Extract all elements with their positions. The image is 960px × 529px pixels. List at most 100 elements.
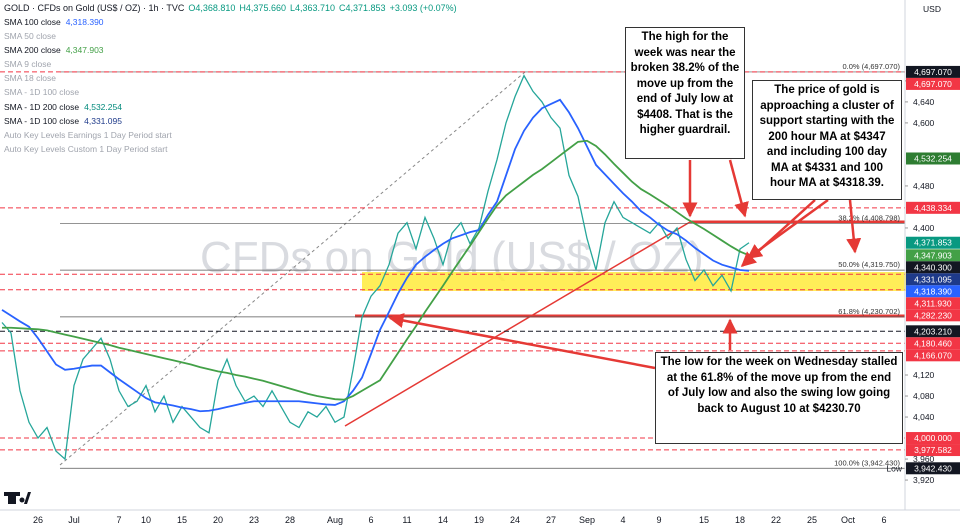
x-tick-label: 4: [620, 515, 625, 525]
price-badge-label: 4,180.460: [914, 338, 952, 348]
price-badge: [906, 325, 960, 338]
y-tick-label: 4,120: [913, 370, 935, 380]
price-badge-label: 4,318.390: [914, 286, 952, 296]
x-tick-label: Aug: [327, 515, 343, 525]
ohlc-value: L4,363.710: [289, 3, 336, 13]
ohlc-value: H4,375.660: [239, 3, 286, 13]
fib-label: 38.2% (4,408.798): [838, 213, 900, 222]
support-zone: [362, 272, 910, 291]
x-tick-label: Jul: [68, 515, 80, 525]
price-badge-label: 3,977.582: [914, 445, 952, 455]
fib-label: 61.8% (4,230.702): [838, 307, 900, 316]
price-badge: [906, 462, 960, 475]
x-tick-label: 11: [402, 515, 411, 525]
trendline: [344, 221, 691, 427]
price-badge: [906, 201, 960, 214]
price-badge: [906, 349, 960, 362]
legend-name: SMA - 1D 100 close: [4, 87, 80, 98]
legend-entry: Auto Key Levels Custom 1 Day Period star…: [4, 142, 172, 156]
legend-entry: SMA - 1D 200 close 4,532.254: [4, 100, 172, 114]
legend-name: Auto Key Levels Custom 1 Day Period star…: [4, 143, 168, 154]
price-badge-label: 3,942.430: [914, 463, 952, 473]
x-tick-label: 9: [656, 515, 661, 525]
price-badge-label: 4,282.230: [914, 310, 952, 320]
legend-entry: Auto Key Levels Earnings 1 Day Period st…: [4, 128, 172, 142]
legend-entry: SMA 9 close: [4, 57, 172, 71]
legend-entry: SMA 200 close 4,347.903: [4, 43, 172, 57]
x-tick-label: Oct: [841, 515, 856, 525]
legend-entry: SMA 100 close 4,318.390: [4, 15, 172, 29]
price-badge-label: 4,371.853: [914, 238, 952, 248]
ohlc-value: C4,371.853: [339, 3, 386, 13]
x-tick-label: 14: [438, 515, 448, 525]
legend-name: Auto Key Levels Earnings 1 Day Period st…: [4, 129, 172, 140]
price-badge: [906, 444, 960, 457]
x-tick-label: 28: [285, 515, 295, 525]
legend-entry: SMA 50 close: [4, 29, 172, 43]
price-badge-label: 4,347.903: [914, 250, 952, 260]
y-tick-label: 4,040: [913, 412, 935, 422]
x-tick-label: 20: [213, 515, 223, 525]
price-line: [1, 74, 750, 461]
y-tick-label: 4,600: [913, 118, 935, 128]
arrow: [388, 313, 656, 370]
x-tick-label: 6: [368, 515, 373, 525]
price-badge-label: 4,203.210: [914, 326, 952, 336]
legend-entry: SMA - 1D 100 close 4,331.095: [4, 114, 172, 128]
ma-line: [2, 139, 750, 401]
annotation: The high for the week was near the broke…: [625, 27, 745, 159]
arrow: [740, 199, 816, 268]
y-tick-label: 3,960: [913, 454, 935, 464]
x-tick-label: 15: [177, 515, 187, 525]
x-tick-label: 15: [699, 515, 709, 525]
x-tick-label: 27: [546, 515, 556, 525]
arrow: [846, 199, 862, 254]
price-badge-label: 4,166.070: [914, 350, 952, 360]
price-badge-label: 4,532.254: [914, 153, 952, 163]
ohlc-value: O4,368.810: [188, 3, 236, 13]
x-tick-label: 25: [807, 515, 817, 525]
annotation: The price of gold is approaching a clust…: [752, 80, 902, 200]
plot: 0.0% (4,697.070) 38.2% (4,408.798) 50.0% (…: [0, 62, 905, 469]
y-tick-label: 4,480: [913, 181, 935, 191]
ohlc-value: +3.093 (+0.07%): [389, 3, 457, 13]
x-tick-label: 18: [735, 515, 745, 525]
price-badge: [906, 432, 960, 445]
price-badge: [906, 297, 960, 310]
price-badge-label: 4,340.300: [914, 262, 952, 272]
price-badge: [906, 337, 960, 350]
y-tick-label: 3,920: [913, 475, 935, 485]
legend-name: SMA 200 close: [4, 45, 61, 56]
legend-name: SMA 50 close: [4, 31, 56, 42]
annotation: The low for the week on Wednesday stalle…: [655, 352, 903, 444]
legend-value: 4,331.095: [84, 115, 122, 126]
arrow: [728, 159, 749, 218]
price-badge-label: 4,331.095: [914, 274, 952, 284]
y-tick-label: 4,640: [913, 97, 935, 107]
price-badge-label: 4,697.070: [914, 79, 952, 89]
x-tick-label: 24: [510, 515, 520, 525]
x-tick-label: 19: [474, 515, 484, 525]
legend-entry: SMA 18 close: [4, 71, 172, 85]
y-tick-label: 4,080: [913, 391, 935, 401]
fib-label: 0.0% (4,697.070): [842, 62, 900, 71]
header: GOLD · CFDs on Gold (US$ / OZ) · 1h · TV…: [4, 3, 461, 13]
price-badge: [906, 77, 960, 90]
price-badge-label: 4,438.334: [914, 203, 952, 213]
price-badge: [906, 65, 960, 78]
fib-label: 50.0% (4,319.750): [838, 260, 900, 269]
legend-name: SMA - 1D 100 close: [4, 115, 80, 126]
legend-name: SMA 9 close: [4, 59, 52, 70]
legend-name: SMA 100 close: [4, 17, 61, 27]
tv-logo: [4, 492, 31, 504]
legend-value: 4,347.903: [65, 45, 104, 56]
price-badge-label: 4,000.000: [914, 433, 952, 443]
legend-value: 4,532.254: [84, 101, 122, 112]
price-badge: [906, 152, 960, 165]
x-tick-label: Sep: [579, 515, 595, 525]
ma-line: [1, 98, 750, 413]
indicator-legend: SMA 100 close 4,318.390 SMA 50 close SMA 20…: [4, 15, 172, 156]
legend-value: 4,318.390: [65, 17, 104, 27]
symbol: GOLD · CFDs on Gold (US$ / OZ) · 1h · TV…: [4, 3, 185, 13]
price-badge-label: 4,311.930: [914, 298, 951, 308]
